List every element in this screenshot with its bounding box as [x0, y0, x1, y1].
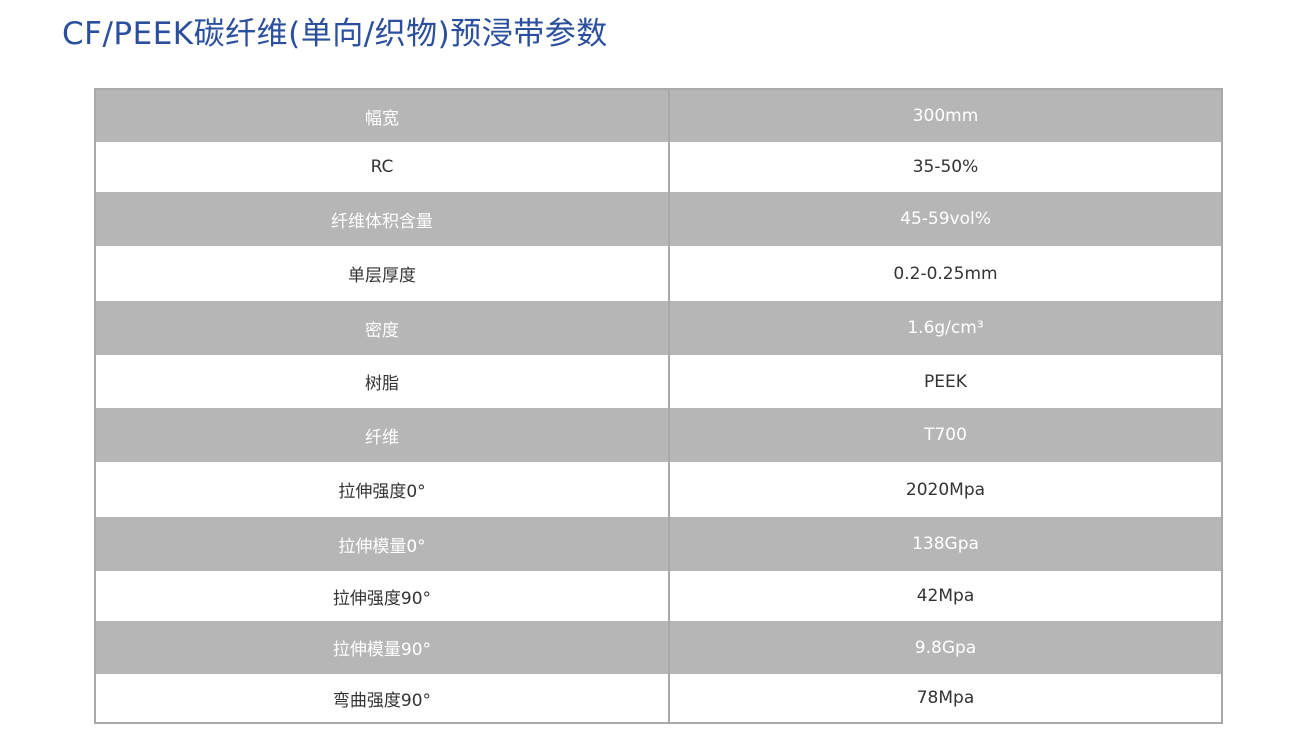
table-row: 纤维 T700: [95, 408, 1222, 462]
page-title: CF/PEEK碳纤维(单向/织物)预浸带参数: [62, 16, 608, 52]
param-name: 幅宽: [95, 89, 669, 142]
param-value: 0.2-0.25mm: [668, 246, 1222, 301]
table-row: 幅宽 300mm: [95, 89, 1222, 142]
table-row: 拉伸强度90° 42Mpa: [95, 571, 1222, 621]
param-name: 拉伸强度90°: [95, 571, 669, 621]
table-row: 树脂 PEEK: [95, 355, 1222, 408]
param-value: 138Gpa: [668, 517, 1222, 571]
table-row: 拉伸模量0° 138Gpa: [95, 517, 1222, 571]
table-row: 纤维体积含量 45-59vol%: [95, 192, 1222, 246]
param-value: PEEK: [668, 355, 1222, 408]
param-value: 1.6g/cm³: [668, 301, 1222, 355]
param-name: RC: [95, 142, 669, 192]
param-name: 纤维: [95, 408, 669, 462]
table-row: RC 35-50%: [95, 142, 1222, 192]
param-name: 密度: [95, 301, 669, 355]
param-value: 35-50%: [668, 142, 1222, 192]
param-name: 单层厚度: [95, 246, 669, 301]
param-name: 拉伸强度0°: [95, 462, 669, 517]
param-name: 拉伸模量90°: [95, 621, 669, 674]
param-name: 树脂: [95, 355, 669, 408]
table-row: 单层厚度 0.2-0.25mm: [95, 246, 1222, 301]
param-value: 45-59vol%: [668, 192, 1222, 246]
param-value: 2020Mpa: [668, 462, 1222, 517]
parameter-table: 幅宽 300mm RC 35-50% 纤维体积含量 45-59vol% 单层厚度 0.2-0.…: [94, 88, 1223, 724]
param-name: 弯曲强度90°: [95, 674, 669, 723]
param-name: 拉伸模量0°: [95, 517, 669, 571]
param-value: 78Mpa: [668, 674, 1222, 723]
table-row: 拉伸强度0° 2020Mpa: [95, 462, 1222, 517]
table-row: 拉伸模量90° 9.8Gpa: [95, 621, 1222, 674]
param-name: 纤维体积含量: [95, 192, 669, 246]
table-row: 密度 1.6g/cm³: [95, 301, 1222, 355]
param-value: T700: [668, 408, 1222, 462]
param-value: 9.8Gpa: [668, 621, 1222, 674]
table-row: 弯曲强度90° 78Mpa: [95, 674, 1222, 723]
param-value: 42Mpa: [668, 571, 1222, 621]
param-value: 300mm: [668, 89, 1222, 142]
